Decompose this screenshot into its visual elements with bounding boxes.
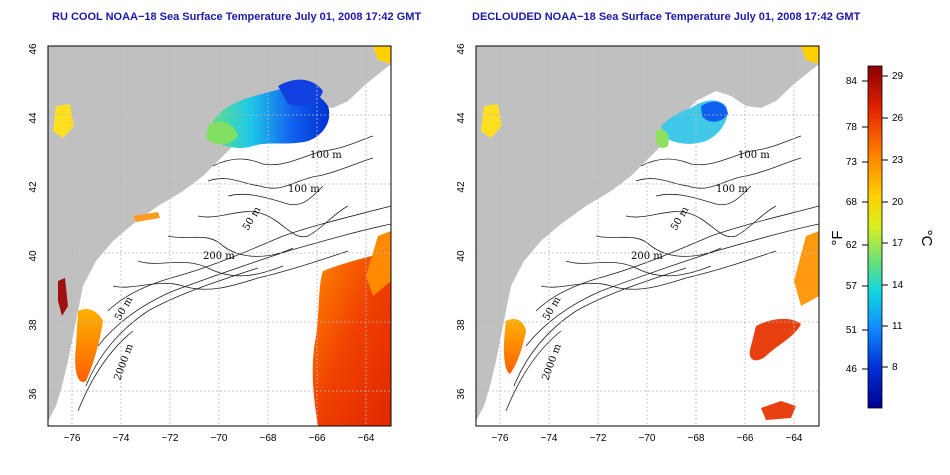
right-lon-tick-64: −64 — [786, 433, 803, 444]
right-lon-tick-74: −74 — [541, 433, 558, 444]
left-lat-tick-38: 38 — [28, 319, 39, 331]
colorbar-ticks-celsius: 29 26 23 20 17 14 11 8 — [882, 71, 904, 373]
colorbar-unit-fahrenheit: °F — [829, 230, 846, 245]
right-sst-patches — [481, 46, 819, 420]
cb-f-tick-84: 84 — [846, 76, 858, 87]
left-map-title: RU COOL NOAA−18 Sea Surface Temperature … — [52, 11, 421, 23]
cb-c-tick-8: 8 — [892, 362, 898, 373]
cb-c-tick-20: 20 — [892, 197, 904, 208]
colorbar-unit-celsius: °C — [918, 230, 935, 247]
cb-f-tick-78: 78 — [846, 122, 858, 133]
left-sst-patches — [53, 46, 391, 426]
colorbar-ticks-fahrenheit: 84 78 73 68 62 57 51 46 — [846, 76, 868, 375]
right-lat-tick-44: 44 — [456, 112, 467, 124]
left-lon-tick-68: −68 — [260, 433, 277, 444]
cb-f-tick-57: 57 — [846, 281, 858, 292]
left-lon-tick-74: −74 — [113, 433, 130, 444]
left-lon-tick-72: −72 — [162, 433, 179, 444]
right-lat-tick-38: 38 — [456, 319, 467, 331]
right-map-plot: 100 m 100 m 50 m 200 m 50 m 2000 m −76 −… — [456, 43, 820, 444]
left-contour-label-100m-b: 100 m — [288, 184, 320, 195]
left-lat-tick-36: 36 — [28, 388, 39, 400]
colorbar-gradient — [867, 65, 883, 409]
left-map-plot: 100 m 100 m 50 m 200 m 50 m 2000 m −76 −… — [28, 43, 392, 444]
right-lon-tick-72: −72 — [590, 433, 607, 444]
cb-c-tick-11: 11 — [892, 321, 903, 332]
left-lat-tick-46: 46 — [28, 43, 39, 55]
right-contour-label-200m: 200 m — [631, 251, 663, 262]
left-contour-label-100m-a: 100 m — [310, 150, 342, 161]
cb-f-tick-51: 51 — [846, 325, 858, 336]
right-lat-tick-36: 36 — [456, 388, 467, 400]
cb-f-tick-73: 73 — [846, 157, 858, 168]
left-lon-tick-66: −66 — [309, 433, 326, 444]
left-lon-tick-70: −70 — [211, 433, 228, 444]
cb-c-tick-23: 23 — [892, 155, 904, 166]
left-contour-label-200m: 200 m — [203, 251, 235, 262]
right-map-title: DECLOUDED NOAA−18 Sea Surface Temperatur… — [472, 11, 861, 23]
right-lon-ticks: −76 −74 −72 −70 −68 −66 −64 — [492, 433, 803, 444]
right-lat-tick-42: 42 — [456, 181, 467, 193]
cb-c-tick-26: 26 — [892, 113, 904, 124]
cb-f-tick-46: 46 — [846, 364, 858, 375]
right-lon-tick-68: −68 — [688, 433, 705, 444]
cb-c-tick-14: 14 — [892, 280, 904, 291]
left-lat-tick-40: 40 — [28, 250, 39, 262]
right-lat-tick-46: 46 — [456, 43, 467, 55]
right-lat-tick-40: 40 — [456, 250, 467, 262]
left-lon-tick-64: −64 — [358, 433, 375, 444]
right-lat-ticks: 46 44 42 40 38 36 — [456, 43, 467, 400]
left-map: RU COOL NOAA−18 Sea Surface Temperature … — [28, 11, 421, 444]
cb-f-tick-68: 68 — [846, 197, 858, 208]
cb-f-tick-62: 62 — [846, 240, 858, 251]
left-lat-tick-44: 44 — [28, 112, 39, 124]
right-lon-tick-70: −70 — [639, 433, 656, 444]
right-contour-label-100m-b: 100 m — [716, 184, 748, 195]
cb-c-tick-17: 17 — [892, 238, 904, 249]
left-lon-tick-76: −76 — [64, 433, 81, 444]
cb-c-tick-29: 29 — [892, 71, 904, 82]
right-contour-label-100m-a: 100 m — [738, 150, 770, 161]
right-lon-tick-76: −76 — [492, 433, 509, 444]
left-lat-ticks: 46 44 42 40 38 36 — [28, 43, 39, 400]
left-lat-tick-42: 42 — [28, 181, 39, 193]
left-lon-ticks: −76 −74 −72 −70 −68 −66 −64 — [64, 433, 375, 444]
right-map: DECLOUDED NOAA−18 Sea Surface Temperatur… — [456, 11, 861, 444]
right-lon-tick-66: −66 — [737, 433, 754, 444]
colorbar: 84 78 73 68 62 57 51 46 29 26 23 20 17 1… — [829, 65, 935, 409]
